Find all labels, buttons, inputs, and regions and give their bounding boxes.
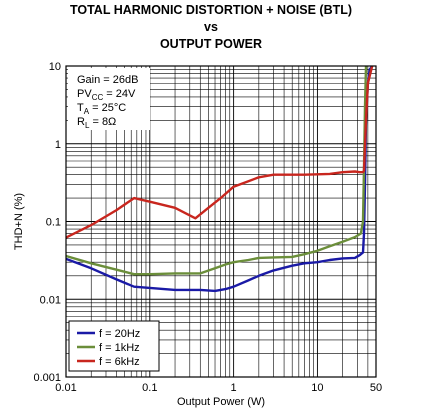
conditions-background bbox=[68, 68, 150, 130]
x-tick-label: 1 bbox=[231, 382, 237, 394]
condition-subscript: L bbox=[85, 121, 90, 130]
condition-main: Gain = 26dB bbox=[77, 74, 138, 86]
series-lines bbox=[66, 66, 374, 293]
chart-title-line-1: TOTAL HARMONIC DISTORTION + NOISE (BTL) bbox=[69, 3, 353, 17]
legend-label: f = 6kHz bbox=[99, 356, 140, 368]
condition-subscript: A bbox=[84, 107, 90, 116]
x-tick-label: 50 bbox=[370, 382, 382, 394]
plot-frame bbox=[65, 65, 377, 378]
y-tick-label: 0.1 bbox=[46, 217, 61, 229]
condition-rest: = 24V bbox=[103, 88, 136, 100]
y-tick-label: 0.001 bbox=[33, 372, 61, 384]
legend-label: f = 20Hz bbox=[99, 328, 140, 340]
legend-label: f = 1kHz bbox=[99, 342, 140, 354]
condition-line: TA = 25°C bbox=[77, 102, 126, 116]
y-tick-label: 1 bbox=[55, 139, 61, 151]
y-tick-label: 10 bbox=[49, 61, 61, 73]
series-line-3 bbox=[66, 66, 374, 239]
x-axis-title: Output Power (W) bbox=[177, 396, 265, 408]
condition-main: PV bbox=[77, 88, 92, 100]
condition-line: RL = 8Ω bbox=[77, 116, 116, 130]
chart-title-line-2: vs bbox=[204, 20, 218, 34]
condition-line: PVCC = 24V bbox=[77, 88, 136, 102]
series-line-2 bbox=[66, 66, 368, 276]
x-tick-label: 0.1 bbox=[142, 382, 157, 394]
x-tick-label: 0.01 bbox=[55, 382, 76, 394]
x-tick-label: 10 bbox=[311, 382, 323, 394]
series-line-1 bbox=[66, 66, 374, 293]
chart-title-line-3: OUTPUT POWER bbox=[159, 37, 263, 51]
y-tick-label: 0.01 bbox=[40, 294, 61, 306]
condition-rest: = 25°C bbox=[89, 102, 126, 114]
condition-main: T bbox=[77, 102, 84, 114]
condition-line: Gain = 26dB bbox=[77, 74, 138, 86]
condition-main: R bbox=[77, 116, 85, 128]
legend: f = 20Hz f = 1kHz f = 6kHz bbox=[68, 320, 160, 372]
condition-subscript: CC bbox=[92, 93, 104, 102]
y-axis-title: THD+N (%) bbox=[13, 193, 25, 250]
condition-rest: = 8Ω bbox=[89, 116, 116, 128]
